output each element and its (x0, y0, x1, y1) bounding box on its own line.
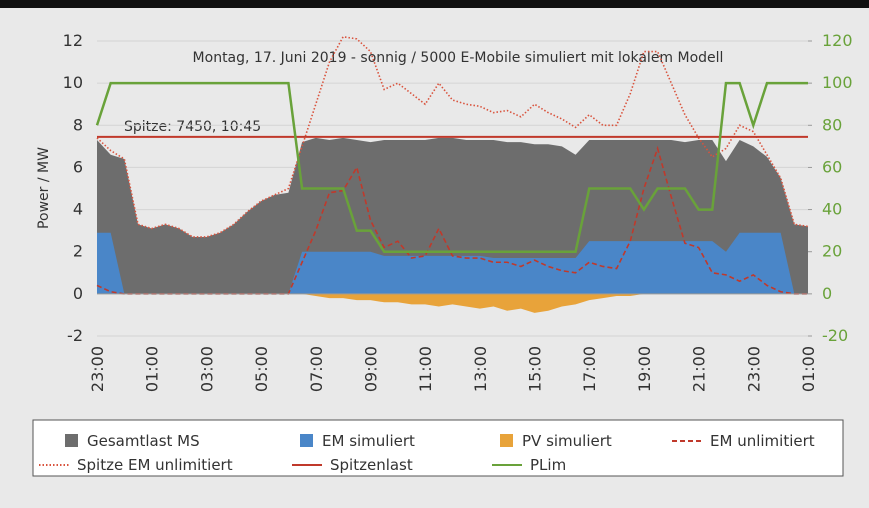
annotation: Montag, 17. Juni 2019 - sonnig / 5000 E-… (193, 50, 724, 66)
legend-box (32, 419, 844, 477)
x-tick-label: 03:00 (197, 346, 216, 392)
x-tick-label: 21:00 (690, 346, 709, 392)
y-tick-label: 0 (73, 284, 83, 303)
y-axis-label: Power / MW (36, 147, 52, 229)
y-tick-label: 12 (63, 31, 83, 50)
y2-tick-label: 120 (822, 31, 853, 50)
x-tick-label: 23:00 (88, 346, 107, 392)
y-tick-label: 10 (63, 73, 83, 92)
x-tick-label: 17:00 (580, 346, 599, 392)
y-tick-label: 2 (73, 242, 83, 261)
top-bar (0, 0, 869, 8)
annotation: Spitze: 7450, 10:45 (124, 119, 261, 135)
line (96, 35, 809, 238)
y2-tick-label: 20 (822, 242, 842, 261)
legend-swatch (300, 434, 313, 447)
x-tick-label: 07:00 (307, 346, 326, 392)
y2-tick-label: 60 (822, 157, 842, 176)
line (95, 81, 808, 253)
x-tick-label: 05:00 (252, 346, 271, 392)
x-tick-label: 13:00 (471, 346, 490, 392)
area (97, 232, 808, 294)
y-tick-label: -2 (67, 326, 83, 345)
y2-tick-label: 80 (822, 115, 842, 134)
y2-tick-label: 100 (822, 73, 853, 92)
y-tick-label: 6 (73, 157, 83, 176)
x-tick-label: 11:00 (416, 346, 435, 392)
x-tick-label: 23:00 (744, 346, 763, 392)
y-tick-label: 4 (73, 200, 83, 219)
x-tick-label: 01:00 (799, 346, 818, 392)
legend-label: PLim (530, 456, 566, 474)
legend-label: PV simuliert (522, 432, 612, 450)
x-tick-label: 15:00 (526, 346, 545, 392)
y2-tick-label: 40 (822, 200, 842, 219)
area (97, 293, 808, 313)
y2-tick-label: 0 (822, 284, 832, 303)
legend-label: Gesamtlast MS (87, 432, 200, 450)
legend-swatch (500, 434, 513, 447)
x-tick-label: 09:00 (361, 346, 380, 392)
legend-label: EM simuliert (322, 432, 415, 450)
x-tick-label: 19:00 (635, 346, 654, 392)
legend-label: Spitzenlast (330, 456, 413, 474)
legend-label: Spitze EM unlimitiert (77, 456, 233, 474)
y-tick-label: 8 (73, 115, 83, 134)
x-tick-label: 01:00 (143, 346, 162, 392)
legend-swatch (65, 434, 78, 447)
y2-tick-label: -20 (822, 326, 848, 345)
legend-label: EM unlimitiert (710, 432, 815, 450)
